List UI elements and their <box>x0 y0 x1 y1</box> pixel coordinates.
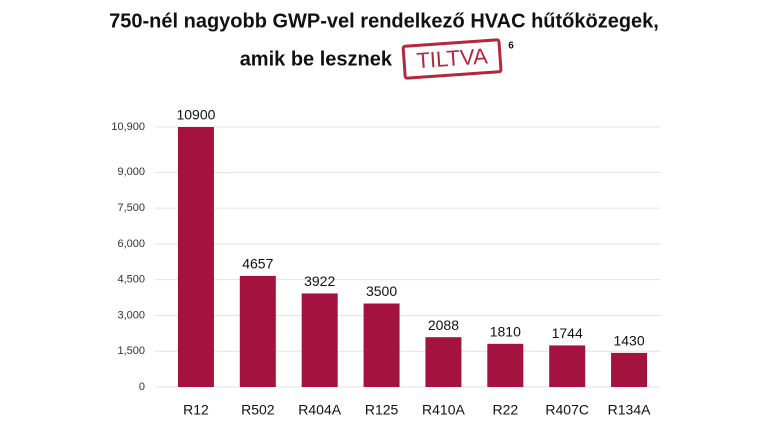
chart-subtitle: amik be lesznek <box>240 48 393 70</box>
x-tick-label: R404A <box>298 402 341 418</box>
x-tick-label: R22 <box>492 402 518 418</box>
bar <box>487 343 524 387</box>
x-tick-label: R134A <box>608 402 651 418</box>
y-tick-label: 0 <box>139 381 145 393</box>
footnote-marker: 6 <box>508 41 514 52</box>
x-tick-label: R125 <box>365 402 399 418</box>
y-tick-label: 1,500 <box>117 345 145 357</box>
y-tick-label: 7,500 <box>117 202 145 214</box>
y-tick-label: 3,000 <box>117 309 145 321</box>
value-label: 1744 <box>552 325 583 341</box>
bar <box>177 127 214 387</box>
x-tick-label: R12 <box>183 402 209 418</box>
value-label: 1810 <box>490 324 521 340</box>
value-label: 4657 <box>242 256 273 272</box>
y-tick-label: 6,000 <box>117 238 145 250</box>
y-tick-label: 10,900 <box>111 121 145 133</box>
stamp-text: TILTVA <box>416 43 489 73</box>
x-tick-label: R410A <box>422 402 465 418</box>
value-label: 3500 <box>366 283 397 299</box>
bar <box>549 345 586 387</box>
value-label: 3922 <box>304 273 335 289</box>
value-label: 2088 <box>428 317 459 333</box>
y-tick-label: 9,000 <box>117 166 145 178</box>
chart-title: 750-nél nagyobb GWP-vel rendelkező HVAC … <box>109 10 659 32</box>
bar <box>611 352 648 387</box>
bar <box>301 293 338 387</box>
x-tick-label: R407C <box>545 402 589 418</box>
value-label: 10900 <box>176 107 215 123</box>
bar <box>239 275 276 387</box>
stamp: TILTVA <box>401 38 503 80</box>
bar <box>363 303 400 387</box>
bar <box>425 337 462 387</box>
x-tick-label: R502 <box>241 402 275 418</box>
value-label: 1430 <box>613 333 644 349</box>
y-tick-label: 4,500 <box>117 274 145 286</box>
stamp-frame <box>401 38 503 80</box>
